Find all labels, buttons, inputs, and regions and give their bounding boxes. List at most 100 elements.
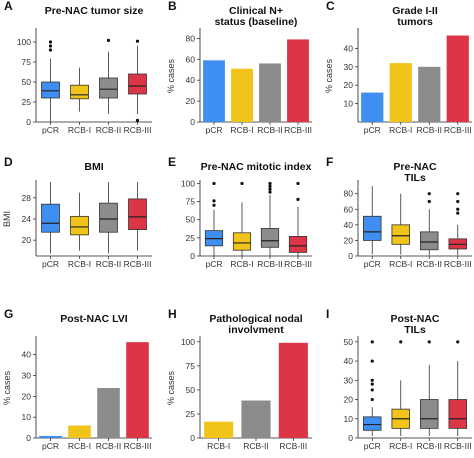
outlier-point [135, 118, 140, 122]
bar-rcb-ii [97, 388, 120, 438]
bar-rcb-i [204, 421, 234, 438]
panel-title-line: Clinical N+ [229, 5, 283, 17]
outlier-point [268, 187, 272, 191]
panel-letter: E [168, 155, 176, 169]
x-tick-label: RCB-III [284, 259, 312, 269]
y-tick-label: 80 [344, 189, 354, 199]
box-pcr [363, 215, 382, 241]
bar-rcb-ii [418, 66, 441, 122]
outlier-point [370, 378, 374, 382]
x-tick-label: RCB-II [96, 125, 122, 135]
y-tick-label: 10 [344, 414, 354, 424]
x-tick-label: RCB-II [257, 125, 283, 135]
panel-title-line: TILs [404, 172, 426, 184]
bar-rcb-iii [126, 342, 149, 438]
y-tick-label: 75 [186, 361, 196, 371]
y-tick-label: 100 [181, 178, 195, 188]
outlier-point [296, 181, 300, 186]
y-tick-label: 0 [190, 433, 195, 443]
box-rcb-ii [420, 399, 439, 429]
x-tick-label: pCR [364, 259, 381, 269]
y-tick-label: 20 [186, 96, 196, 106]
y-tick-label: 25 [186, 409, 196, 419]
panel-letter: B [168, 0, 177, 13]
outlier-point [456, 192, 460, 196]
y-tick-label: 0 [348, 433, 353, 443]
y-tick-label: 75 [22, 57, 32, 67]
y-tick-label: 10 [22, 412, 32, 422]
y-tick-label: 20 [344, 395, 354, 405]
y-axis-label: BMI [2, 211, 12, 227]
x-tick-label: RCB-I [207, 441, 230, 451]
outlier-point [48, 44, 53, 48]
outlier-point [427, 192, 431, 196]
y-tick-label: 40 [344, 356, 354, 366]
panel-title-line: Pre-NAC mitotic index [201, 161, 312, 173]
box-rcb-ii [260, 228, 280, 248]
outlier-point [135, 39, 140, 43]
box-pcr [41, 81, 60, 99]
y-tick-label: 100 [17, 37, 31, 47]
panel-letter: D [4, 155, 13, 169]
outlier-point [427, 199, 431, 204]
x-tick-label: RCB-II [417, 441, 443, 451]
outlier-point [456, 211, 460, 215]
y-tick-label: 0 [348, 251, 353, 261]
y-tick-label: 25 [186, 233, 196, 243]
panel-title-line: TILs [404, 324, 426, 336]
y-tick-label: 20 [344, 235, 354, 245]
outlier-point [212, 181, 216, 186]
box-rcb-ii [99, 77, 118, 99]
y-tick-label: 0 [26, 433, 31, 443]
x-tick-label: RCB-II [243, 441, 269, 451]
x-tick-label: RCB-I [389, 259, 412, 269]
outlier-point [456, 340, 460, 344]
y-axis-label: % cases [324, 58, 334, 93]
y-tick-label: 50 [22, 77, 32, 87]
outlier-point [268, 181, 272, 186]
x-tick-label: RCB-II [417, 259, 443, 269]
y-tick-label: 80 [186, 33, 196, 43]
y-tick-label: 0 [26, 117, 31, 127]
outlier-point [268, 184, 272, 188]
x-tick-label: RCB-III [124, 125, 152, 135]
x-tick-label: RCB-III [284, 125, 312, 135]
outlier-point [456, 207, 460, 211]
box-rcb-iii [128, 73, 147, 95]
outlier-point [427, 340, 431, 344]
y-axis-label: % cases [166, 58, 176, 93]
panel-g: G Post-NAC LVI 0 10 20 30 40 % cases pCR RCB-I RCB… [2, 307, 152, 451]
x-tick-label: RCB-II [417, 125, 443, 135]
box-rcb-iii [288, 236, 308, 253]
x-tick-label: pCR [205, 125, 222, 135]
y-tick-label: 50 [186, 215, 196, 225]
x-tick-label: RCB-III [124, 441, 152, 451]
bar-rcb-ii [241, 400, 271, 438]
y-tick-label: 50 [344, 337, 354, 347]
x-tick-label: RCB-I [68, 441, 91, 451]
x-tick-label: RCB-II [96, 441, 122, 451]
outlier-point [370, 382, 374, 386]
box-pcr [363, 416, 382, 431]
panel-letter: F [326, 155, 333, 169]
y-tick-label: 20 [22, 235, 32, 245]
bar-pcr [361, 92, 384, 122]
box-rcb-i [232, 232, 252, 251]
y-tick-label: 0 [190, 251, 195, 261]
bar-rcb-i [68, 425, 91, 438]
y-tick-label: 40 [344, 43, 354, 53]
y-tick-label: 30 [344, 375, 354, 385]
box-pcr [41, 203, 60, 233]
panel-letter: G [4, 307, 13, 321]
box-rcb-i [70, 84, 89, 100]
box-rcb-iii [448, 399, 467, 429]
bar-rcb-i [389, 63, 412, 122]
y-tick-label: 0 [190, 117, 195, 127]
y-tick-label: 75 [186, 197, 196, 207]
outlier-point [268, 190, 272, 194]
x-tick-label: pCR [42, 441, 59, 451]
box-rcb-i [391, 224, 410, 245]
y-axis-label: % cases [166, 370, 176, 405]
x-tick-label: RCB-III [124, 259, 152, 269]
outlier-point [48, 40, 53, 44]
